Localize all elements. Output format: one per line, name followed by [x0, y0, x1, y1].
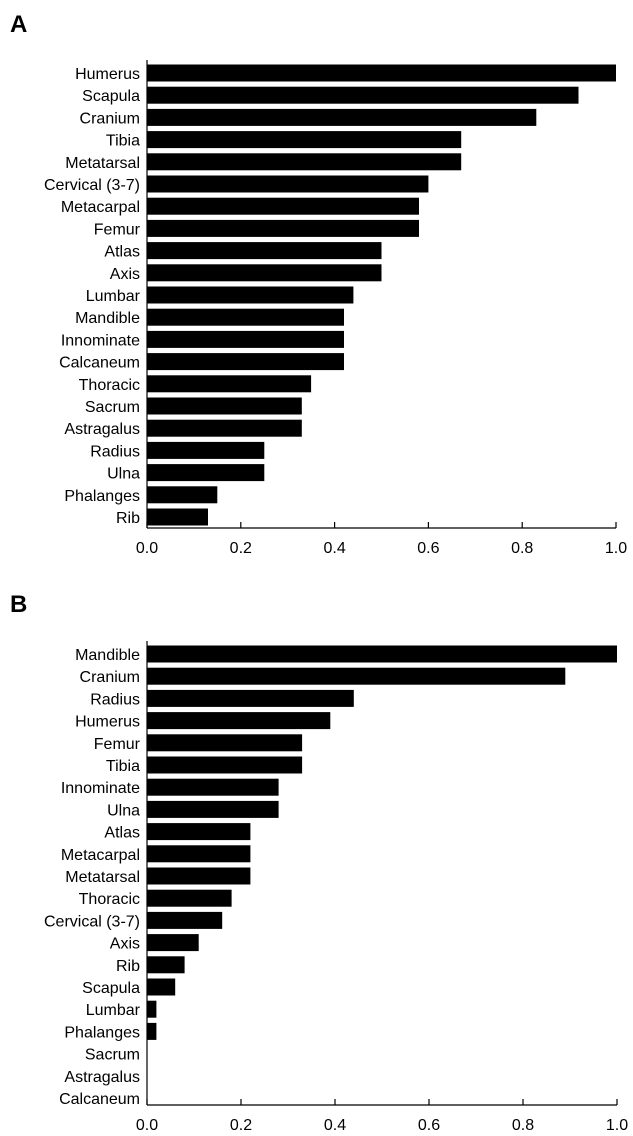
- panel-b-bar: [147, 712, 331, 730]
- panel-a-bar: [147, 308, 344, 326]
- panel-a-category-label: Axis: [110, 266, 140, 283]
- panel-a-bar: [147, 353, 344, 371]
- panel-a-bar: [147, 397, 302, 415]
- panel-b-bar: [147, 889, 232, 907]
- panel-a-bar: [147, 86, 579, 104]
- panel-b-category-label: Innominate: [61, 780, 140, 797]
- panel-a-bar: [147, 464, 265, 482]
- panel-b-x-tick-label: 1.0: [606, 1117, 628, 1134]
- panel-b-bar: [147, 800, 279, 818]
- panel-b-x-tick-label: 0.4: [324, 1117, 346, 1134]
- panel-a-category-label: Rib: [116, 510, 140, 527]
- panel-b-category-label: Cervical (3-7): [44, 913, 140, 930]
- panel-b-bar: [147, 911, 223, 929]
- panel-b-category-label: Metatarsal: [65, 869, 140, 886]
- panel-b-category-label: Radius: [90, 691, 140, 708]
- panel-b-x-tick-label: 0.2: [230, 1117, 252, 1134]
- panel-b-bar: [147, 645, 617, 663]
- panel-b-bar: [147, 845, 251, 863]
- panel-b-bar: [147, 667, 566, 685]
- panel-b-bar: [147, 867, 251, 885]
- panel-b-category-label: Axis: [110, 936, 140, 953]
- panel-a-bar: [147, 441, 265, 459]
- panel-b-bar: [147, 956, 185, 974]
- panel-a-x-tick-label: 0.2: [230, 540, 252, 557]
- panel-b-category-label: Astragalus: [64, 1069, 140, 1086]
- panel-b-bar: [147, 778, 279, 796]
- panel-a-category-label: Scapula: [82, 88, 140, 105]
- panel-b-category-label: Humerus: [75, 714, 140, 731]
- panel-b-bar: [147, 978, 176, 996]
- panel-b-category-label: Lumbar: [86, 1002, 141, 1019]
- panel-a-bar: [147, 486, 218, 504]
- panel-a-category-label: Ulna: [107, 466, 140, 483]
- panel-a-category-label: Mandible: [75, 310, 140, 327]
- panel-a-x-tick-label: 1.0: [605, 540, 627, 557]
- panel-b-category-label: Thoracic: [79, 891, 140, 908]
- panel-b-bar: [147, 823, 251, 841]
- panel-a-category-label: Phalanges: [64, 488, 140, 505]
- panel-b-category-label: Femur: [94, 736, 141, 753]
- panel-a-category-label: Astragalus: [64, 421, 140, 438]
- panel-a-bar: [147, 64, 616, 82]
- panel-b-category-label: Calcaneum: [59, 1091, 140, 1108]
- panel-a-bar: [147, 197, 419, 215]
- panel-a-category-label: Metatarsal: [65, 155, 140, 172]
- panel-b-category-label: Metacarpal: [61, 847, 140, 864]
- panel-b-bar: [147, 1000, 157, 1018]
- panel-b-bar: [147, 756, 303, 774]
- panel-b-category-label: Phalanges: [64, 1024, 140, 1041]
- panel-b-category-label: Tibia: [106, 758, 140, 775]
- panel-a-letter: A: [10, 11, 27, 38]
- panel-a-bar: [147, 508, 208, 526]
- panel-a-category-label: Cervical (3-7): [44, 177, 140, 194]
- panel-a-category-label: Innominate: [61, 332, 140, 349]
- panel-a-x-tick-label: 0.4: [323, 540, 345, 557]
- panel-a-category-label: Tibia: [106, 133, 140, 150]
- panel-b-bar: [147, 689, 354, 707]
- panel-b-bar: [147, 1022, 157, 1040]
- panel-b-category-label: Scapula: [82, 980, 140, 997]
- panel-a-category-label: Atlas: [104, 244, 140, 261]
- panel-a-category-label: Thoracic: [79, 377, 140, 394]
- panel-a-category-label: Calcaneum: [59, 355, 140, 372]
- panel-a-bar: [147, 264, 382, 282]
- panel-a-category-label: Lumbar: [86, 288, 141, 305]
- panel-a-category-label: Femur: [94, 221, 141, 238]
- panel-b-x-tick-label: 0.0: [136, 1117, 158, 1134]
- panel-a-bar: [147, 419, 302, 437]
- panel-a-bar: [147, 242, 382, 260]
- panel-b-bar: [147, 934, 199, 952]
- panel-a-x-tick-label: 0.6: [417, 540, 439, 557]
- panel-a-x-tick-label: 0.0: [136, 540, 158, 557]
- panel-b-letter: B: [10, 591, 27, 618]
- panel-a-category-label: Humerus: [75, 66, 140, 83]
- panel-a-category-label: Radius: [90, 443, 140, 460]
- panel-b-x-tick-label: 0.8: [512, 1117, 534, 1134]
- panel-a-bar: [147, 175, 429, 193]
- panel-a-category-label: Sacrum: [85, 399, 140, 416]
- panel-a-bar: [147, 375, 312, 393]
- panel-b-category-label: Sacrum: [85, 1047, 140, 1064]
- panel-b-category-label: Rib: [116, 958, 140, 975]
- panel-b-category-label: Ulna: [107, 802, 140, 819]
- panel-b-bar: [147, 734, 303, 752]
- panel-a-x-tick-label: 0.8: [511, 540, 533, 557]
- panel-a-category-label: Metacarpal: [61, 199, 140, 216]
- panel-b-chart: B Mandible Cranium Radius Humerus Femur Tibia…: [10, 591, 628, 1134]
- panel-a-bar: [147, 286, 354, 304]
- panel-b-category-label: Cranium: [80, 669, 140, 686]
- panel-a-chart: A Humerus Scapula Cranium Tibia Metatarsal Ce…: [10, 11, 627, 557]
- panel-b-category-label: Atlas: [104, 825, 140, 842]
- panel-a-bar: [147, 153, 462, 171]
- panel-a-bar: [147, 330, 344, 348]
- panel-a-bar: [147, 108, 537, 126]
- panel-b-x-tick-label: 0.6: [418, 1117, 440, 1134]
- panel-a-bar: [147, 219, 419, 237]
- panel-a-bar: [147, 131, 462, 149]
- panel-a-category-label: Cranium: [80, 110, 140, 127]
- panel-b-category-label: Mandible: [75, 647, 140, 664]
